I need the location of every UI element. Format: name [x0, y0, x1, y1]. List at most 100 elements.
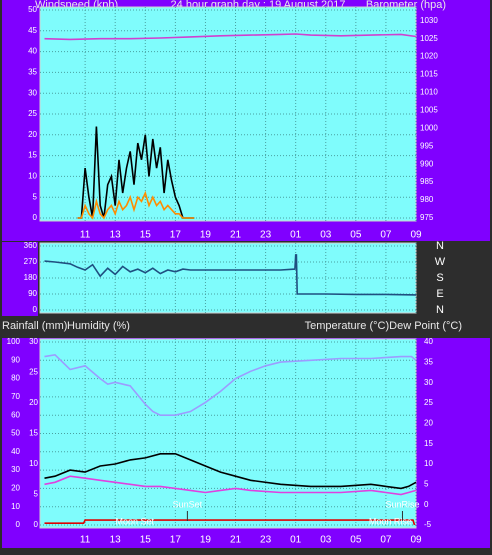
y2-axis-title: Barometer (hpa) [366, 0, 446, 11]
y-tick-label: 90 [28, 289, 37, 298]
y-tick-label: 90 [11, 355, 20, 364]
y-tick-label: 20 [28, 130, 37, 139]
y2-tick-label: 1000 [420, 123, 438, 132]
x-tick-label: 19 [200, 535, 212, 546]
y2-tick-label: 35 [424, 357, 433, 366]
y-tick-label: 360 [24, 241, 38, 250]
annotation: Moon Rise [369, 516, 412, 526]
x-tick-label: 13 [110, 535, 122, 546]
annotation: SunRise [385, 499, 419, 509]
y-tick-label: 30 [28, 88, 37, 97]
x-tick-label: 07 [380, 535, 392, 546]
x-tick-label: 05 [350, 535, 362, 546]
y3-tick-label: 10 [29, 459, 38, 468]
series-line [44, 33, 417, 41]
y2-tick-label: 1010 [420, 88, 438, 97]
plot-area [39, 6, 417, 222]
y-tick-label: 5 [33, 192, 38, 201]
y2-tick-label: 20 [424, 418, 433, 427]
annotation: Moon Set [115, 516, 154, 526]
y-tick-label: 80 [11, 374, 20, 383]
series-line [77, 126, 195, 219]
y3-axis-title: Rainfall (mm) [2, 320, 67, 332]
y2-tick-label: 1015 [420, 70, 438, 79]
x-tick-label: 15 [140, 535, 152, 546]
x-tick-label: 01 [290, 535, 302, 546]
x-tick-label: 11 [80, 535, 91, 546]
y3-tick-label: 5 [34, 490, 39, 499]
y-tick-label: 45 [28, 26, 37, 35]
y-tick-label: 270 [24, 257, 38, 266]
y-tick-label: 70 [11, 392, 20, 401]
y-tick-label: 25 [28, 109, 37, 118]
y2-tick-label: 0 [424, 500, 429, 509]
y2-tick-label: 985 [420, 177, 434, 186]
x-tick-label: 23 [260, 535, 272, 546]
y2-tick-label: 1030 [420, 16, 438, 25]
y2-tick-label: 1020 [420, 52, 438, 61]
y3-tick-label: 0 [34, 520, 39, 529]
y-tick-label: 60 [11, 410, 20, 419]
y-tick-label: 0 [33, 213, 38, 222]
y2-tick-label: 980 [420, 195, 434, 204]
y-tick-label: 30 [11, 465, 20, 474]
y-tick-label: 100 [7, 337, 21, 346]
series-line [44, 353, 417, 416]
y2-tick-label: E [436, 288, 443, 300]
y-tick-label: 15 [28, 151, 37, 160]
x-tick-label: 23 [260, 230, 272, 241]
y-tick-label: 180 [24, 273, 38, 282]
y-tick-label: 20 [11, 484, 20, 493]
x-tick-label: 01 [290, 230, 302, 241]
x-tick-label: 19 [200, 230, 212, 241]
y-tick-label: 0 [16, 520, 21, 529]
series-line [44, 475, 417, 496]
y-tick-label: 10 [28, 172, 37, 181]
y-tick-label: 40 [28, 47, 37, 56]
y3-tick-label: 30 [29, 337, 38, 346]
y-tick-label: 0 [33, 305, 38, 314]
y2-tick-label: 30 [424, 378, 433, 387]
y-tick-label: 50 [28, 5, 37, 14]
y3-tick-label: 20 [29, 398, 38, 407]
y-tick-label: 50 [11, 429, 20, 438]
y2-tick-label: N [436, 240, 444, 252]
x-tick-label: 03 [320, 230, 332, 241]
y2-axis-title: Temperature (°C)Dew Point (°C) [305, 320, 462, 332]
y2-tick-label: 995 [420, 141, 434, 150]
x-tick-label: 07 [380, 230, 392, 241]
annotation: SunSet [173, 499, 203, 509]
y2-tick-label: 990 [420, 159, 434, 168]
direction-panel-bg [2, 242, 38, 316]
y2-tick-label: 10 [424, 459, 433, 468]
y2-tick-label: 40 [424, 337, 433, 346]
x-tick-label: 17 [170, 230, 182, 241]
x-tick-label: 03 [320, 535, 332, 546]
x-tick-label: 05 [350, 230, 362, 241]
y3-tick-label: 15 [29, 429, 38, 438]
series-line [77, 190, 195, 220]
y-tick-label: 10 [11, 502, 20, 511]
y2-tick-label: 15 [424, 439, 433, 448]
y2-tick-label: 1025 [420, 34, 438, 43]
y2-tick-label: 1005 [420, 106, 438, 115]
series-line [44, 254, 417, 296]
y-axis-title: Windspeed (kph) [35, 0, 118, 11]
y2-tick-label: N [436, 304, 444, 316]
y-tick-label: 40 [11, 447, 20, 456]
chart-title: 24 hour graph day : 19 August 2017 [171, 0, 346, 11]
y2-tick-label: 975 [420, 213, 434, 222]
y-axis-title: Humidity (%) [67, 320, 130, 332]
plot-area [39, 242, 417, 314]
x-tick-label: 17 [170, 535, 182, 546]
y2-tick-label: 5 [424, 479, 429, 488]
series-line [44, 519, 416, 526]
y2-tick-label: W [435, 256, 446, 268]
x-tick-label: 11 [80, 230, 91, 241]
x-tick-label: 15 [140, 230, 152, 241]
x-tick-label: 21 [230, 230, 242, 241]
x-tick-label: 09 [410, 230, 422, 241]
y3-tick-label: 25 [29, 368, 38, 377]
y2-tick-label: 25 [424, 398, 433, 407]
